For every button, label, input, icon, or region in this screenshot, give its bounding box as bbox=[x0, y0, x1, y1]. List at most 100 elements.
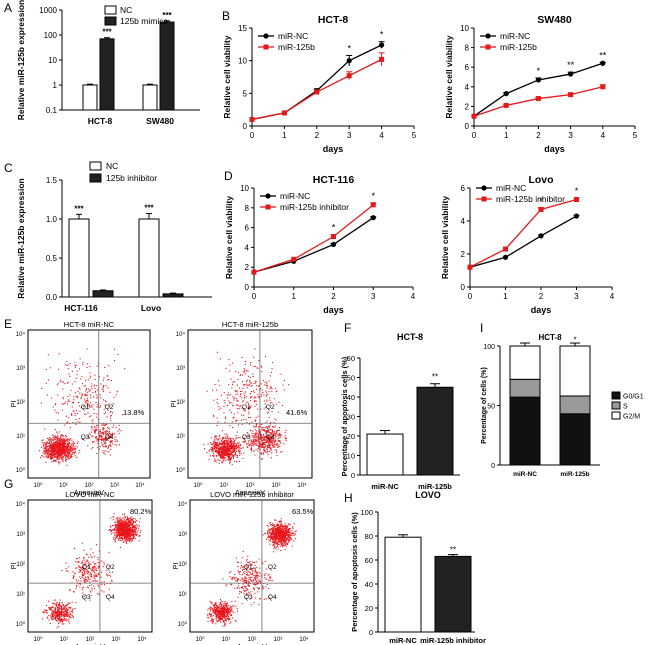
e1-event-dot bbox=[54, 409, 56, 411]
g2-event-dot bbox=[272, 545, 274, 547]
g1-event-dot bbox=[133, 532, 135, 534]
e2-event-dot bbox=[229, 449, 231, 451]
g1-event-dot bbox=[122, 520, 124, 522]
e1-event-dot bbox=[49, 453, 51, 455]
g1-event-dot bbox=[130, 521, 132, 523]
e2-event-dot bbox=[254, 401, 256, 403]
e1-event-dot bbox=[55, 403, 57, 405]
g1-event-dot bbox=[121, 532, 123, 534]
g1-event-dot bbox=[89, 563, 91, 565]
g1-event-dot bbox=[129, 533, 131, 535]
e2-event-dot bbox=[266, 392, 268, 394]
e2-event-dot bbox=[218, 450, 220, 452]
g1-event-dot bbox=[69, 590, 71, 592]
e1-event-dot bbox=[59, 449, 61, 451]
e1-event-dot bbox=[66, 443, 68, 445]
g1-event-dot bbox=[83, 574, 85, 576]
e2-event-dot bbox=[245, 381, 247, 383]
g1-event-dot bbox=[124, 531, 126, 533]
e1-event-dot bbox=[57, 448, 59, 450]
e2-event-dot bbox=[218, 454, 220, 456]
e1-event-dot bbox=[65, 415, 67, 417]
e2-event-dot bbox=[267, 434, 269, 436]
e2-event-dot bbox=[228, 453, 230, 455]
g1-event-dot bbox=[56, 603, 58, 605]
g1-event-dot bbox=[128, 523, 130, 525]
e1-event-dot bbox=[71, 402, 73, 404]
e2-event-dot bbox=[224, 442, 226, 444]
e1-event-dot bbox=[59, 381, 61, 383]
e2-event-dot bbox=[217, 448, 219, 450]
e1-event-dot bbox=[52, 444, 54, 446]
e1-event-dot bbox=[94, 426, 96, 428]
e1-event-dot bbox=[96, 438, 98, 440]
g1-event-dot bbox=[51, 617, 53, 619]
e2-ytick-label: 10⁴ bbox=[176, 331, 186, 338]
e1-event-dot bbox=[65, 435, 67, 437]
g2-event-dot bbox=[285, 526, 287, 528]
g1-event-dot bbox=[102, 566, 104, 568]
e1-event-dot bbox=[80, 406, 82, 408]
e1-event-dot bbox=[39, 450, 41, 452]
g1-event-dot bbox=[131, 529, 133, 531]
e1-event-dot bbox=[104, 424, 106, 426]
e2-event-dot bbox=[203, 444, 205, 446]
g2-event-dot bbox=[278, 544, 280, 546]
e2-event-dot bbox=[257, 367, 259, 369]
e1-event-dot bbox=[46, 394, 48, 396]
g2-event-dot bbox=[271, 531, 273, 533]
e1-event-dot bbox=[62, 388, 64, 390]
e2-event-dot bbox=[254, 426, 256, 428]
g1-event-dot bbox=[116, 536, 118, 538]
g1-event-dot bbox=[96, 570, 98, 572]
g1-event-dot bbox=[127, 523, 129, 525]
g2-event-dot bbox=[287, 535, 289, 537]
e2-event-dot bbox=[210, 437, 212, 439]
g2-event-dot bbox=[274, 531, 276, 533]
g2-event-dot bbox=[271, 528, 273, 530]
e1-event-dot bbox=[98, 435, 100, 437]
g2-event-dot bbox=[280, 520, 282, 522]
g2-event-dot bbox=[281, 524, 283, 526]
g1-event-dot bbox=[84, 572, 86, 574]
e1-event-dot bbox=[55, 411, 57, 413]
g2-event-dot bbox=[275, 548, 277, 550]
e2-event-dot bbox=[211, 450, 213, 452]
g1-event-dot bbox=[54, 609, 56, 611]
d1-ytick-label: 8 bbox=[245, 204, 250, 213]
e1-event-dot bbox=[56, 443, 58, 445]
e1-event-dot bbox=[59, 444, 61, 446]
g2-event-dot bbox=[285, 542, 287, 544]
e2-event-dot bbox=[253, 441, 255, 443]
g1-event-dot bbox=[71, 609, 73, 611]
e1-event-dot bbox=[47, 442, 49, 444]
g1-event-dot bbox=[126, 526, 128, 528]
g2-event-dot bbox=[272, 538, 274, 540]
e2-event-dot bbox=[250, 405, 252, 407]
g2-event-dot bbox=[275, 539, 277, 541]
e1-event-dot bbox=[94, 374, 96, 376]
e1-event-dot bbox=[52, 434, 54, 436]
e2-event-dot bbox=[282, 384, 284, 386]
g1-event-dot bbox=[123, 522, 125, 524]
e1-event-dot bbox=[54, 445, 56, 447]
e1-event-dot bbox=[55, 451, 57, 453]
e2-event-dot bbox=[223, 399, 225, 401]
e2-event-dot bbox=[238, 451, 240, 453]
e1-event-dot bbox=[51, 461, 53, 463]
e2-event-dot bbox=[257, 415, 259, 417]
g1-event-dot bbox=[139, 518, 141, 520]
g1-event-dot bbox=[92, 580, 94, 582]
e1-event-dot bbox=[102, 423, 104, 425]
g1-event-dot bbox=[127, 534, 129, 536]
e1-event-dot bbox=[90, 402, 92, 404]
e1-event-dot bbox=[108, 405, 110, 407]
e2-event-dot bbox=[253, 425, 255, 427]
e1-event-dot bbox=[93, 426, 95, 428]
e1-event-dot bbox=[46, 451, 48, 453]
e2-event-dot bbox=[234, 447, 236, 449]
e2-event-dot bbox=[268, 417, 270, 419]
g1-event-dot bbox=[52, 615, 54, 617]
g1-event-dot bbox=[53, 618, 55, 620]
